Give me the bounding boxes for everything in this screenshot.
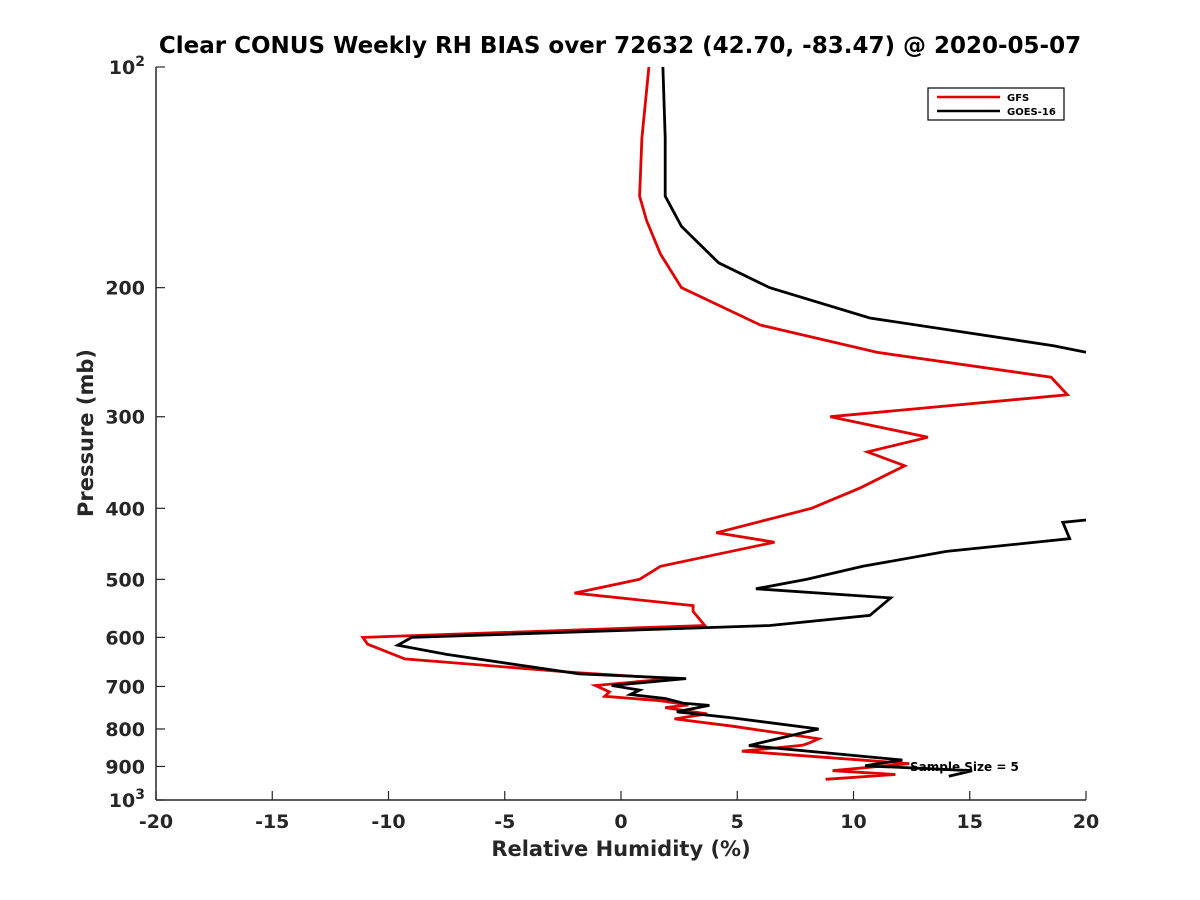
series-line-goes16 xyxy=(661,66,1087,354)
x-tick-label: -20 xyxy=(139,811,173,833)
x-axis-label: Relative Humidity (%) xyxy=(491,837,750,861)
x-tick-label: -15 xyxy=(255,811,289,833)
chart-title: Clear CONUS Weekly RH BIAS over 72632 (4… xyxy=(159,33,1081,59)
plot-area xyxy=(156,67,1086,800)
y-tick-label: 700 xyxy=(105,676,145,698)
x-tick-label: 5 xyxy=(731,811,744,833)
y-tick-label: 102 xyxy=(109,54,145,79)
y-tick-label: 900 xyxy=(105,756,145,778)
legend: GFS GOES-16 xyxy=(927,87,1065,121)
x-tick-label: -10 xyxy=(371,811,405,833)
legend-box xyxy=(927,87,1065,121)
y-tick-label: 200 xyxy=(105,278,145,300)
y-tick-label: 400 xyxy=(105,498,145,520)
y-tick-label: 103 xyxy=(109,787,145,812)
y-tick-label: 300 xyxy=(105,407,145,429)
x-tick-label: 10 xyxy=(840,811,866,833)
y-tick-label: 600 xyxy=(105,627,145,649)
legend-label-goes16: GOES-16 xyxy=(1007,107,1056,118)
x-tick-label: 0 xyxy=(614,811,627,833)
x-tick-label: -5 xyxy=(494,811,515,833)
series-line-goes16-lower xyxy=(393,518,1087,778)
y-axis-label: Pressure (mb) xyxy=(74,349,98,517)
legend-label-gfs: GFS xyxy=(1007,93,1029,104)
y-tick-label: 800 xyxy=(105,719,145,741)
y-tick-label: 500 xyxy=(105,569,145,591)
x-tick-label: 20 xyxy=(1073,811,1099,833)
sample-size-annotation: Sample Size = 5 xyxy=(910,760,1019,774)
series-line-gfs xyxy=(360,66,1071,781)
x-tick-label: 15 xyxy=(957,811,983,833)
